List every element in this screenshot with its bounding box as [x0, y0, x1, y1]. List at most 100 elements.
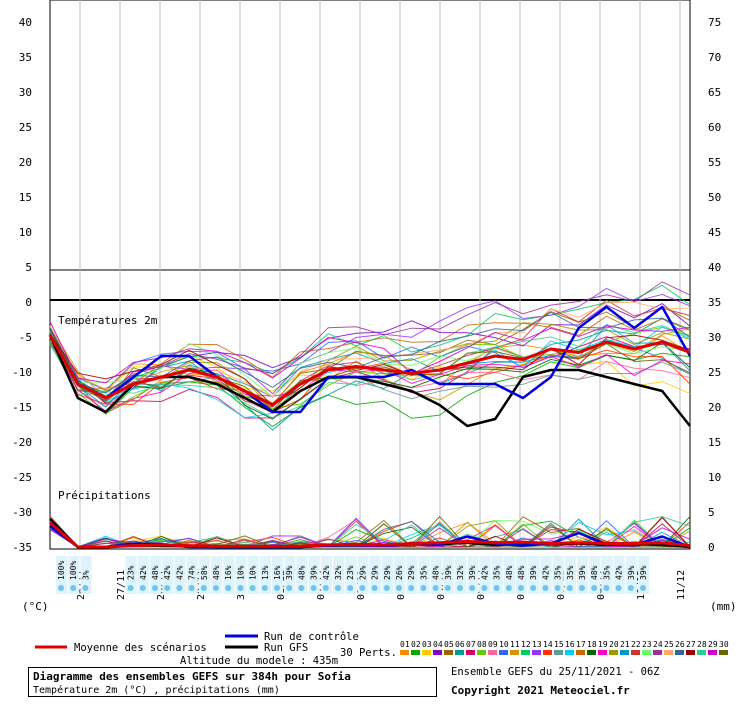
prob-value: 26% — [395, 565, 404, 580]
prob-value: 42% — [322, 565, 331, 580]
plot-border — [49, 0, 691, 550]
pert-number: 08 — [477, 640, 487, 649]
rain-drop-icon — [213, 585, 219, 591]
prob-value: 74% — [188, 565, 197, 580]
prob-cell — [247, 556, 259, 594]
prob-cell — [540, 556, 552, 594]
rain-drop-icon — [335, 585, 341, 591]
rain-drop-icon — [310, 585, 317, 591]
prob-cell — [577, 556, 589, 594]
prob-value: 35% — [602, 565, 611, 580]
prob-value: 100% — [57, 561, 66, 580]
prob-cell — [601, 556, 613, 594]
rain-drop-icon — [530, 585, 537, 591]
pert-number: 29 — [708, 640, 718, 649]
prob-value: 29% — [383, 565, 392, 580]
y-tick-right: 10 — [708, 471, 721, 484]
pert-color-swatch — [400, 650, 409, 655]
pert-color-swatch — [576, 650, 585, 655]
perturbation-temp-line — [49, 281, 691, 394]
rain-drop-icon — [481, 585, 488, 591]
legend: Moyenne des scénarios Run de contrôleRun … — [35, 631, 729, 667]
prob-cell — [455, 556, 467, 594]
prob-value: 39% — [639, 565, 648, 580]
prob-cell — [162, 556, 174, 594]
prob-value: 23% — [127, 565, 136, 580]
pert-number: 20 — [609, 640, 619, 649]
prob-cell — [174, 556, 186, 594]
pert-color-swatch — [499, 650, 508, 655]
pert-number: 04 — [433, 640, 443, 649]
rain-drop-icon — [383, 585, 390, 591]
y-tick-right: 45 — [708, 226, 721, 239]
prob-cell — [308, 556, 320, 594]
run-info: Ensemble GEFS du 25/11/2021 - 06Z — [451, 666, 660, 678]
prob-value: 13% — [261, 565, 270, 580]
prob-cell — [333, 556, 345, 594]
pert-number: 07 — [466, 640, 476, 649]
legend-control-label: Run de contrôle — [264, 631, 359, 643]
prob-cell — [625, 556, 637, 594]
y-tick-right: 30 — [708, 331, 721, 344]
prob-cell — [137, 556, 149, 594]
pert-number: 26 — [675, 640, 685, 649]
pert-color-swatch — [411, 650, 420, 655]
rain-drop-icon — [420, 585, 427, 591]
pert-color-swatch — [653, 650, 662, 655]
prob-cell — [186, 556, 198, 594]
y-tick-left: -5 — [19, 331, 32, 344]
prob-value: 39% — [627, 565, 636, 580]
prob-cell — [369, 556, 381, 594]
prob-cell — [589, 556, 601, 594]
pert-number: 23 — [642, 640, 652, 649]
perturbation-temp-line — [49, 287, 691, 398]
rain-drop-icon — [286, 585, 293, 591]
rain-drop-icon — [225, 585, 232, 591]
pert-number: 02 — [411, 640, 421, 649]
pert-color-swatch — [620, 650, 629, 655]
rain-drop-icon — [152, 585, 158, 591]
y-tick-right: 55 — [708, 156, 721, 169]
pert-number: 18 — [587, 640, 597, 649]
pert-color-swatch — [444, 650, 453, 655]
y-tick-left: 0 — [25, 296, 32, 309]
rain-drop-icon — [164, 585, 171, 591]
pert-number: 16 — [565, 640, 575, 649]
prob-value: 35% — [419, 565, 428, 580]
pert-color-swatch — [587, 650, 596, 655]
pert-color-swatch — [422, 650, 431, 655]
y-tick-right: 50 — [708, 191, 721, 204]
prob-value: 32% — [456, 565, 465, 580]
prob-value: 35% — [493, 565, 502, 580]
prob-value: 29% — [358, 565, 367, 580]
y-tick-right: 25 — [708, 366, 721, 379]
temperature-pane-label: Températures 2m — [58, 314, 158, 327]
pert-color-swatch — [554, 650, 563, 655]
prob-value: 42% — [615, 565, 624, 580]
pert-color-swatch — [609, 650, 618, 655]
y-tick-right: 5 — [708, 506, 715, 519]
prob-value: 48% — [517, 565, 526, 580]
x-tick-label: 27/11 — [116, 570, 127, 600]
rain-drop-icon — [505, 585, 512, 591]
rain-drop-icon — [640, 585, 646, 591]
x-tick-label: 11/12 — [676, 570, 687, 600]
rain-drop-icon — [542, 585, 549, 591]
prob-cell — [381, 556, 393, 594]
y-tick-left: 10 — [19, 226, 32, 239]
prob-value: 23% — [346, 565, 355, 580]
perturbation-precip-line — [49, 521, 690, 548]
rain-drop-icon — [469, 585, 476, 591]
rain-drop-icon — [591, 585, 598, 591]
pert-number: 21 — [620, 640, 630, 649]
prob-value: 16% — [224, 565, 233, 580]
rain-drop-icon — [298, 585, 305, 591]
pert-color-swatch — [697, 650, 706, 655]
pert-number: 24 — [653, 640, 663, 649]
rain-drop-icon — [261, 585, 268, 591]
y-tick-left: 25 — [19, 121, 32, 134]
rain-drop-icon — [408, 585, 415, 591]
pert-number: 15 — [554, 640, 564, 649]
prob-cell — [528, 556, 540, 594]
y-tick-right: 15 — [708, 436, 721, 449]
